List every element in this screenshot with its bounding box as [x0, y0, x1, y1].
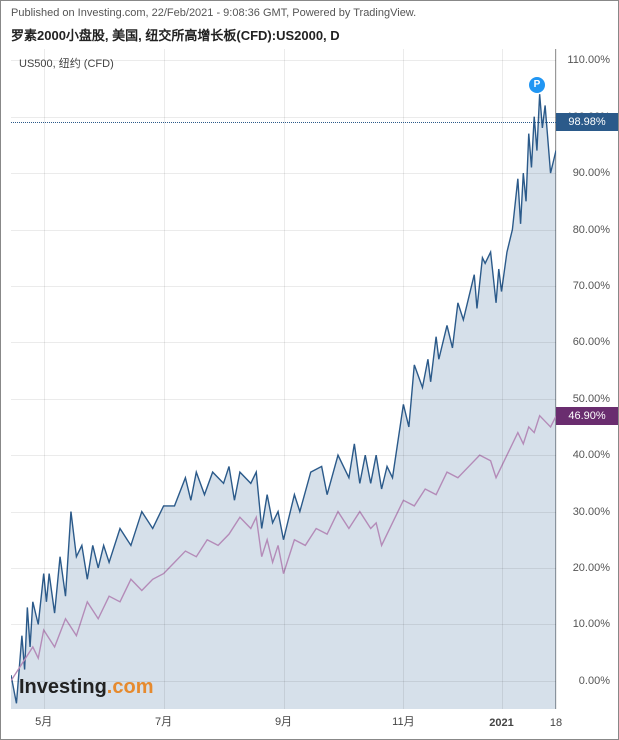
y-tick-label: 40.00%	[573, 449, 610, 461]
y-tick-label: 60.00%	[573, 336, 610, 348]
y-tick-label: 50.00%	[573, 393, 610, 405]
x-gridline	[502, 49, 503, 709]
x-tick-label: 5月	[35, 713, 52, 729]
x-tick-label: 18	[550, 717, 562, 729]
y-tick-label: 20.00%	[573, 562, 610, 574]
x-gridline	[403, 49, 404, 709]
x-tick-label: 7月	[155, 713, 172, 729]
y-tick-label: 0.00%	[579, 675, 610, 687]
chart-container: Published on Investing.com, 22/Feb/2021 …	[0, 0, 619, 740]
x-tick-label: 11月	[392, 713, 414, 729]
chart-title: 罗素2000小盘股, 美国, 纽交所高增长板(CFD):US2000, D	[11, 25, 340, 44]
watermark-logo: Investing.com	[19, 676, 153, 699]
y-tick-label: 70.00%	[573, 280, 610, 292]
x-gridline	[556, 49, 557, 709]
y-tick-label: 80.00%	[573, 224, 610, 236]
x-gridline	[284, 49, 285, 709]
last-price-line	[11, 122, 556, 123]
x-tick-label: 2021	[489, 717, 513, 729]
x-gridline	[164, 49, 165, 709]
y-tick-label: 90.00%	[573, 167, 610, 179]
y-tick-label: 110.00%	[567, 54, 610, 66]
x-tick-label: 9月	[275, 713, 292, 729]
publish-info: Published on Investing.com, 22/Feb/2021 …	[11, 7, 416, 19]
x-gridline	[44, 49, 45, 709]
main-price-tag: 98.98%	[556, 113, 618, 131]
compare-price-tag: 46.90%	[556, 407, 618, 425]
y-tick-label: 30.00%	[573, 506, 610, 518]
y-tick-label: 10.00%	[573, 618, 610, 630]
